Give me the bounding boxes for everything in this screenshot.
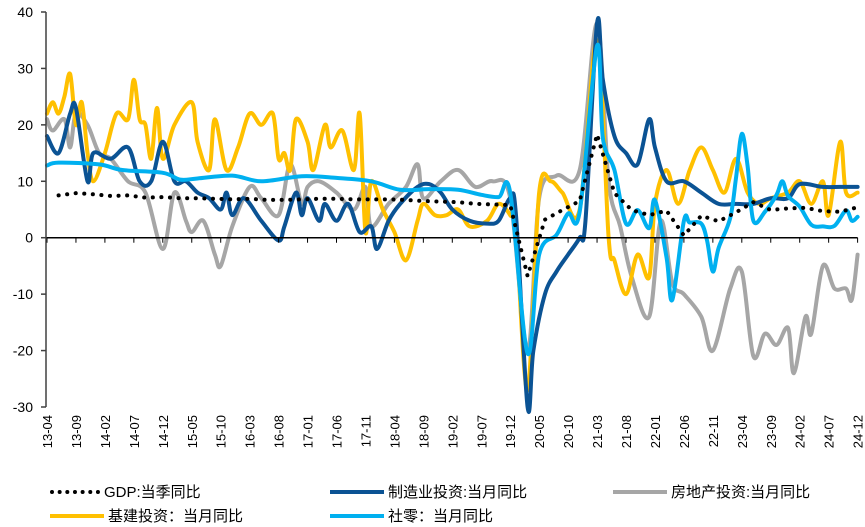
x-tick-label: 21-03 xyxy=(590,415,605,448)
legend-swatch-retail xyxy=(330,513,384,518)
y-tick-label: 20 xyxy=(17,117,33,133)
series-line-gdp xyxy=(56,132,860,279)
y-tick-label: 40 xyxy=(17,4,33,20)
series-line-retail xyxy=(45,42,860,357)
x-tick-label: 13-09 xyxy=(69,415,84,448)
legend-label-real-estate: 房地产投资:当月同比 xyxy=(671,484,811,501)
y-tick-label: 0 xyxy=(25,230,33,246)
x-tick-label: 16-08 xyxy=(272,415,287,448)
legend-swatch-gdp xyxy=(50,489,100,494)
x-tick-label: 14-12 xyxy=(156,415,171,448)
legend-item-manufacturing: 制造业投资:当月同比 xyxy=(330,481,527,502)
legend-label-manufacturing: 制造业投资:当月同比 xyxy=(388,484,528,501)
legend-label-retail: 社零：当月同比 xyxy=(388,508,494,525)
x-tick-label: 15-10 xyxy=(214,415,229,448)
legend-swatch-infrastructure xyxy=(50,513,104,518)
y-tick-label: 10 xyxy=(17,173,33,189)
legend-item-infrastructure: 基建投资：当月同比 xyxy=(50,505,243,526)
x-tick-label: 17-06 xyxy=(330,415,345,448)
legend-swatch-real-estate xyxy=(613,489,667,494)
series-layer xyxy=(45,16,860,414)
x-tick-label: 20-05 xyxy=(532,415,547,448)
x-tick-label: 17-11 xyxy=(358,415,373,447)
x-tick-label: 23-04 xyxy=(735,415,750,448)
x-tick-label: 17-01 xyxy=(301,415,316,448)
x-tick-label: 16-03 xyxy=(243,415,258,448)
legend-swatch-manufacturing xyxy=(330,489,384,494)
legend-item-retail: 社零：当月同比 xyxy=(330,505,493,526)
axes-layer: 13-04 13-09 14-02 14-07 14-12 15-05 15-10 16-03… xyxy=(13,4,865,448)
legend-label-infrastructure: 基建投资：当月同比 xyxy=(108,508,244,525)
x-tick-label: 18-04 xyxy=(387,415,402,448)
legend-label-gdp: GDP:当季同比 xyxy=(104,484,201,501)
y-tick-label: 30 xyxy=(17,60,33,76)
series-line-real-estate xyxy=(45,21,860,376)
y-tick-label: -30 xyxy=(13,399,33,415)
x-tick-label: 24-07 xyxy=(822,415,837,448)
x-tick-label: 22-06 xyxy=(677,415,692,448)
series-line-manufacturing xyxy=(45,16,860,414)
legend-item-real-estate: 房地产投资:当月同比 xyxy=(613,481,810,502)
x-tick-label: 15-05 xyxy=(185,415,200,448)
x-tick-label: 18-09 xyxy=(416,415,431,448)
x-tick-label: 24-12 xyxy=(851,415,865,448)
x-tick-label: 19-12 xyxy=(503,415,518,448)
x-tick-label: 23-09 xyxy=(764,415,779,448)
x-tick-label: 21-08 xyxy=(619,415,634,448)
x-tick-label: 14-02 xyxy=(98,415,113,448)
y-tick-label: -20 xyxy=(13,343,33,359)
series-line-infrastructure xyxy=(45,38,860,393)
legend-item-gdp: GDP:当季同比 xyxy=(50,481,201,502)
x-tick-label: 24-02 xyxy=(793,415,808,448)
x-tick-label: 13-04 xyxy=(40,415,55,448)
x-tick-label: 19-07 xyxy=(474,415,489,448)
x-tick-label: 19-02 xyxy=(445,415,460,448)
x-tick-label: 14-07 xyxy=(127,415,142,448)
x-tick-label: 22-11 xyxy=(706,415,721,447)
x-tick-label: 22-01 xyxy=(648,415,663,448)
y-tick-label: -10 xyxy=(13,286,33,302)
x-tick-label: 20-10 xyxy=(561,415,576,448)
